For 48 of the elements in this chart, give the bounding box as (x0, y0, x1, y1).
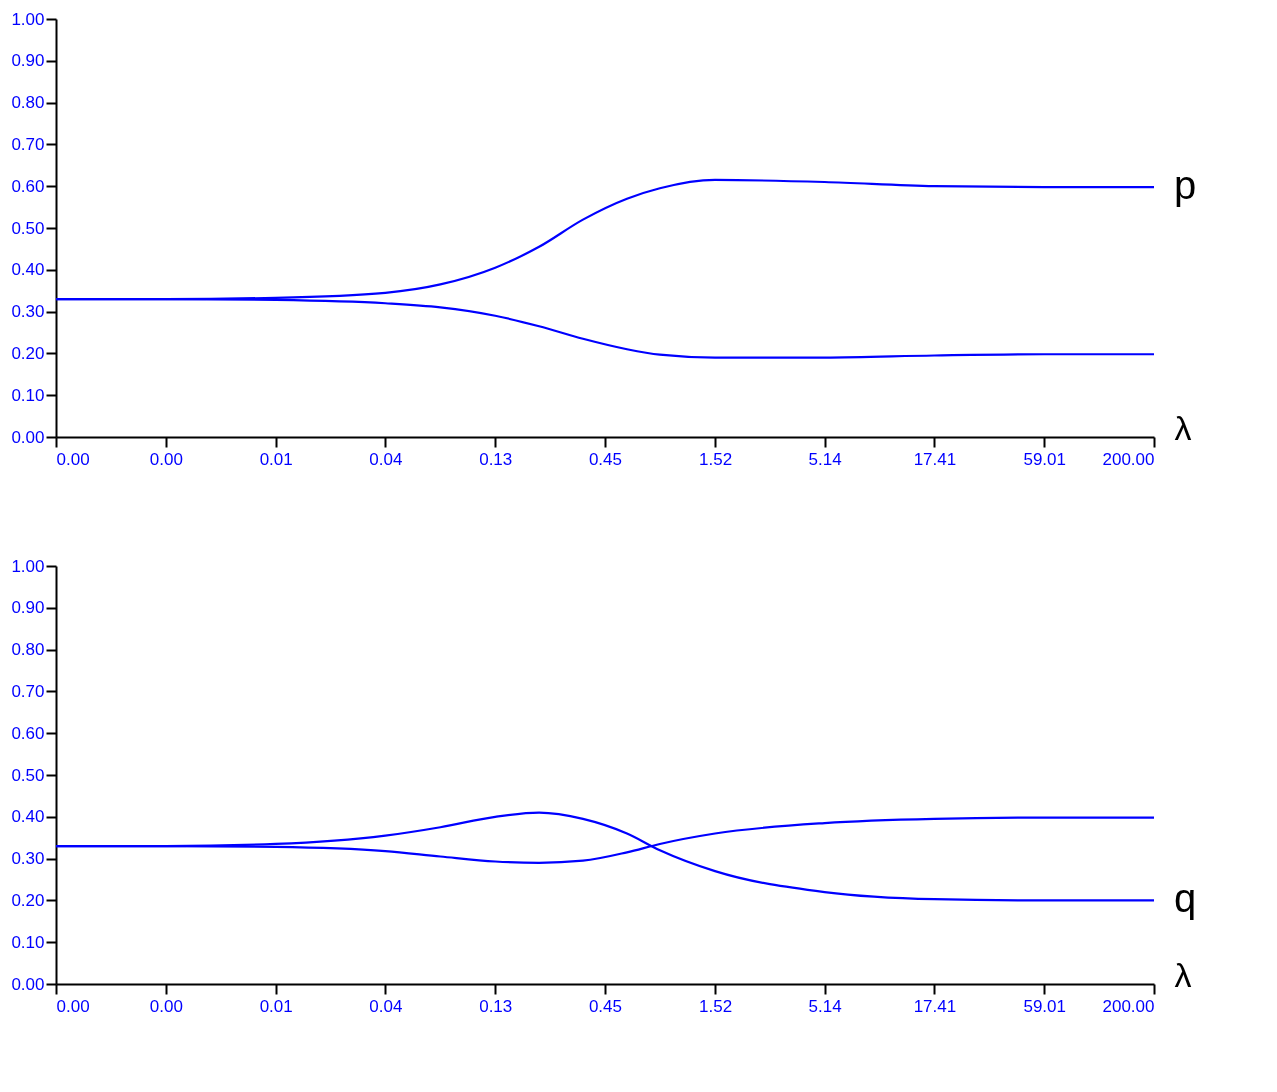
x-tick-label: 200.00 (1102, 449, 1155, 469)
x-axis-title: λ (1174, 408, 1192, 447)
x-tick-label: 0.13 (479, 449, 513, 469)
x-tick-label: 17.41 (913, 996, 957, 1016)
x-tick-label: 0.00 (149, 996, 183, 1016)
x-tick-label: 0.01 (259, 996, 293, 1016)
y-tick-label: 0.50 (11, 218, 45, 238)
x-tick-label: 0.04 (369, 449, 403, 469)
y-tick-label: 0.00 (11, 427, 45, 447)
y-tick-label: 0.70 (11, 134, 45, 154)
y-tick-label: 0.80 (11, 93, 45, 113)
x-tick-label: 1.52 (699, 449, 733, 469)
y-tick-label: 0.60 (11, 176, 45, 196)
x-tick-label: 0.00 (56, 996, 90, 1016)
y-tick-label: 0.90 (11, 51, 45, 71)
y-tick-label: 0.40 (11, 807, 45, 827)
x-tick-label: 59.01 (1023, 996, 1066, 1016)
x-tick-label: 0.13 (479, 996, 513, 1016)
y-tick-label: 0.90 (11, 598, 45, 618)
x-tick-label: 59.01 (1023, 449, 1066, 469)
x-tick-label: 0.00 (56, 449, 90, 469)
x-tick-label: 1.52 (699, 996, 733, 1016)
y-tick-label: 0.60 (11, 723, 45, 743)
series-label: q (1174, 876, 1197, 921)
y-tick-label: 0.20 (11, 890, 45, 910)
x-tick-label: 5.14 (808, 996, 842, 1016)
x-tick-label: 0.04 (369, 996, 403, 1016)
y-tick-label: 0.50 (11, 765, 45, 785)
x-axis-title: λ (1174, 955, 1192, 994)
y-tick-label: 0.30 (11, 302, 45, 322)
x-tick-label: 0.45 (588, 996, 622, 1016)
x-tick-label: 5.14 (808, 449, 842, 469)
y-tick-label: 0.20 (11, 343, 45, 363)
x-tick-label: 200.00 (1102, 996, 1155, 1016)
x-tick-label: 0.01 (259, 449, 293, 469)
y-tick-label: 0.10 (11, 932, 45, 952)
series-label: p (1174, 163, 1197, 208)
y-tick-label: 0.10 (11, 385, 45, 405)
y-tick-label: 0.00 (11, 974, 45, 994)
y-tick-label: 0.80 (11, 640, 45, 660)
x-tick-label: 0.00 (149, 449, 183, 469)
y-tick-label: 0.40 (11, 260, 45, 280)
x-tick-label: 0.45 (588, 449, 622, 469)
y-tick-label: 0.70 (11, 681, 45, 701)
x-tick-label: 17.41 (913, 449, 957, 469)
y-tick-label: 1.00 (11, 9, 45, 29)
y-tick-label: 0.30 (11, 849, 45, 869)
y-tick-label: 1.00 (11, 556, 45, 576)
